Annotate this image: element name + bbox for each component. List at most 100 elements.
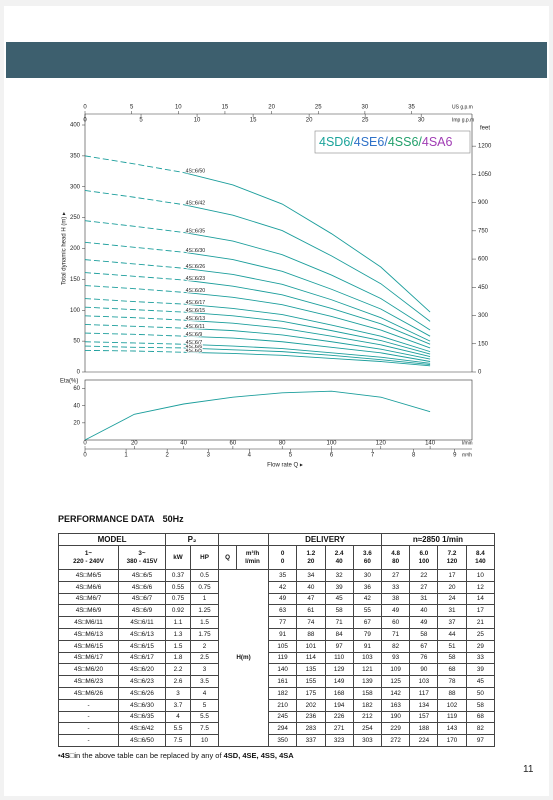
curve-label: 4S□6/9 bbox=[186, 332, 203, 338]
curve bbox=[183, 319, 431, 358]
curve bbox=[183, 347, 431, 366]
head-value: 76 bbox=[409, 651, 439, 665]
head-value: 61 bbox=[296, 604, 326, 618]
head-value: 27 bbox=[409, 580, 439, 594]
y2-tick-label: 900 bbox=[478, 200, 489, 206]
head-value: 49 bbox=[380, 604, 411, 618]
cell: 1.5 bbox=[165, 639, 192, 653]
flow-m3h: 1.2 bbox=[306, 550, 316, 558]
head-value: 229 bbox=[380, 722, 411, 736]
y2-tick-label: 750 bbox=[478, 228, 489, 234]
flow-lmin: 40 bbox=[335, 557, 343, 565]
series-label-part: 4SA6 bbox=[422, 135, 453, 149]
y2-tick-label: 450 bbox=[478, 285, 489, 291]
head-value: 163 bbox=[380, 698, 411, 712]
head-value: 283 bbox=[296, 722, 326, 736]
curve-dashed bbox=[84, 285, 184, 293]
cell: 4S□M6/23 bbox=[58, 675, 119, 688]
imp-tick-label: 10 bbox=[194, 118, 201, 124]
head-value: 103 bbox=[409, 675, 439, 688]
head-value: 82 bbox=[465, 722, 496, 736]
head-value: 45 bbox=[324, 592, 354, 606]
us-tick-label: 5 bbox=[130, 105, 134, 111]
axis-unit: Imp g.p.m bbox=[452, 117, 474, 123]
eta-tick-label: 20 bbox=[73, 420, 80, 426]
cell: 4S□6/20 bbox=[117, 663, 167, 677]
data-row: 4S□M6/26 4S□6/26 3 4 182 175 168 158 142 117 88 50 bbox=[58, 686, 496, 700]
blank-cell bbox=[218, 533, 270, 546]
hp-header: HP bbox=[190, 545, 220, 570]
cell: 2.2 bbox=[165, 663, 192, 677]
head-value: 161 bbox=[268, 675, 298, 688]
head-value: 33 bbox=[465, 651, 496, 665]
x-tick-label: 0 bbox=[83, 441, 87, 447]
cell: 4S□M6/20 bbox=[58, 663, 119, 677]
model-header: MODEL bbox=[57, 533, 167, 546]
head-value: 71 bbox=[324, 616, 354, 629]
head-value: 77 bbox=[268, 616, 298, 629]
head-value: 20 bbox=[437, 580, 467, 594]
us-tick-label: 25 bbox=[315, 105, 322, 111]
x-tick-label: 20 bbox=[131, 441, 138, 447]
head-value: 60 bbox=[380, 616, 411, 629]
y2-tick-label: 1050 bbox=[478, 172, 492, 178]
cell: 7.5 bbox=[190, 722, 220, 736]
series-label: 4SD6/4SE6/4SS6/4SA6 bbox=[319, 135, 453, 149]
head-value: 71 bbox=[380, 627, 411, 641]
y-tick-label: 400 bbox=[70, 123, 81, 129]
cell: 4S□6/11 bbox=[117, 616, 167, 629]
cell: 4S□6/7 bbox=[117, 592, 167, 606]
data-row: 4S□M6/7 4S□6/7 0.75 1 49 47 45 42 38 31 24 14 bbox=[58, 592, 496, 606]
x2-tick-label: 4 bbox=[248, 453, 252, 459]
cell: 4S□M6/11 bbox=[58, 616, 119, 629]
curve-dashed bbox=[84, 315, 184, 321]
curve-dashed bbox=[84, 324, 184, 329]
x-tick-label: 120 bbox=[376, 441, 387, 447]
head-value: 42 bbox=[352, 592, 382, 606]
x2-tick-label: 7 bbox=[371, 453, 375, 459]
cell: 1.3 bbox=[165, 627, 192, 641]
cell: 0.37 bbox=[165, 569, 192, 582]
head-value: 91 bbox=[268, 627, 298, 641]
cell: 1.8 bbox=[165, 651, 192, 665]
head-value: 44 bbox=[437, 627, 467, 641]
head-value: 226 bbox=[324, 710, 354, 724]
head-value: 35 bbox=[268, 569, 298, 582]
eta-curve bbox=[84, 390, 431, 441]
head-value: 236 bbox=[296, 710, 326, 724]
cell: 4S□6/5 bbox=[117, 569, 167, 582]
x-tick-label: 100 bbox=[326, 441, 337, 447]
head-value: 63 bbox=[268, 604, 298, 618]
curve-dashed bbox=[84, 155, 184, 173]
head-value: 102 bbox=[437, 698, 467, 712]
head-value: 51 bbox=[437, 639, 467, 653]
head-value: 114 bbox=[296, 651, 326, 665]
head-value: 105 bbox=[268, 639, 298, 653]
head-value: 149 bbox=[324, 675, 354, 688]
curve-label: 4S□6/5 bbox=[186, 348, 203, 354]
head-value: 271 bbox=[324, 722, 354, 736]
head-value: 79 bbox=[352, 627, 382, 641]
curve bbox=[183, 351, 431, 367]
flow-m3h: 2.4 bbox=[334, 550, 344, 558]
curve-dashed bbox=[84, 332, 184, 337]
head-value: 74 bbox=[296, 616, 326, 629]
head-value: 30 bbox=[352, 569, 382, 582]
header-row: MODEL P₂ DELIVERY n≈2850 1/min bbox=[57, 533, 496, 546]
cell: - bbox=[58, 722, 119, 736]
speed-header: n≈2850 1/min bbox=[380, 533, 496, 546]
head-value: 42 bbox=[268, 580, 298, 594]
head-value: 17 bbox=[437, 569, 467, 582]
x-tick-label: 80 bbox=[279, 441, 286, 447]
header-row: 1~ 220 - 240V 3~ 380 - 415V kW HP Q m³/h l/… bbox=[58, 545, 496, 570]
data-row: 4S□M6/9 4S□6/9 0.92 1.25 63 61 58 55 49 40 31 17 bbox=[58, 604, 496, 618]
flow-header: 2.4 40 bbox=[324, 545, 354, 570]
curve-dashed bbox=[84, 298, 184, 305]
us-tick-label: 20 bbox=[268, 105, 275, 111]
cell: 5.5 bbox=[165, 722, 192, 736]
table-title: PERFORMANCE DATA 50Hz bbox=[58, 514, 184, 524]
flow-lmin: 100 bbox=[418, 557, 430, 565]
curve bbox=[183, 267, 431, 342]
curve-label: 4S□6/7 bbox=[186, 340, 203, 346]
imp-tick-label: 15 bbox=[250, 118, 257, 124]
